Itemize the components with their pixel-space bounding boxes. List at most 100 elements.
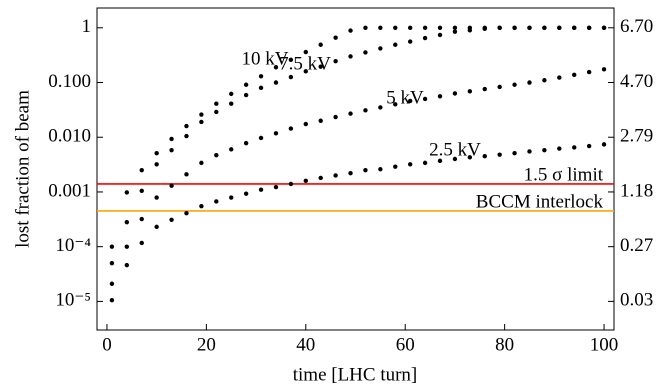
- data-point: [601, 142, 607, 147]
- data-point: [139, 216, 144, 222]
- data-point: [243, 140, 249, 146]
- data-point: [124, 244, 130, 249]
- y-tick-label: 0.001: [48, 180, 91, 201]
- series-label: 7.5 kV: [279, 53, 331, 74]
- data-point: [184, 210, 189, 216]
- data-point: [512, 82, 517, 87]
- data-point: [333, 173, 338, 178]
- data-point: [124, 262, 130, 268]
- data-point: [363, 108, 368, 113]
- data-point: [363, 167, 368, 173]
- data-point: [243, 92, 249, 98]
- threshold-label: 1.5 σ limit: [524, 164, 604, 185]
- data-point: [482, 26, 487, 31]
- data-point: [229, 101, 234, 106]
- data-point: [407, 25, 413, 30]
- data-point: [586, 143, 592, 149]
- data-point: [273, 80, 279, 85]
- data-point: [467, 155, 473, 160]
- data-point: [586, 25, 592, 30]
- data-point: [407, 162, 413, 167]
- data-point: [512, 151, 517, 156]
- data-point: [333, 59, 338, 64]
- data-point: [557, 25, 562, 30]
- data-point: [601, 67, 607, 72]
- series-label: 5 kV: [386, 87, 424, 108]
- data-point: [422, 160, 428, 166]
- data-point: [199, 160, 204, 166]
- data-point: [378, 46, 383, 51]
- data-point: [318, 118, 323, 123]
- data-point: [184, 172, 189, 177]
- data-point: [482, 86, 487, 92]
- data-point: [452, 29, 458, 34]
- data-point: [243, 82, 249, 87]
- data-point: [378, 167, 383, 172]
- data-point: [139, 188, 144, 193]
- data-point: [527, 25, 532, 30]
- series-label: 10 kV: [242, 48, 289, 69]
- data-point: [452, 156, 458, 162]
- data-point: [273, 65, 279, 70]
- data-point: [199, 112, 204, 117]
- x-tick-label: 60: [396, 334, 415, 355]
- data-point: [572, 145, 577, 150]
- data-point: [303, 49, 308, 55]
- y2-tick-label: 2.79: [620, 126, 653, 147]
- data-point: [258, 85, 264, 91]
- x-tick-label: 80: [495, 334, 514, 355]
- data-point: [288, 74, 294, 80]
- data-point: [407, 98, 413, 104]
- data-point: [422, 25, 428, 30]
- data-point: [288, 126, 294, 131]
- x-tick-label: 0: [102, 334, 112, 355]
- x-tick-label: 100: [590, 334, 619, 355]
- data-point: [169, 183, 174, 188]
- data-point: [363, 25, 368, 30]
- data-point: [572, 72, 577, 78]
- data-point: [393, 42, 398, 47]
- y-tick-label: 1: [82, 16, 92, 37]
- data-point: [229, 147, 234, 152]
- data-point: [542, 25, 547, 30]
- data-point: [467, 28, 473, 33]
- data-point: [124, 190, 130, 195]
- data-point: [109, 260, 115, 266]
- y2-tick-label: 0.03: [620, 290, 653, 311]
- data-point: [348, 171, 353, 176]
- series-label: 2.5 kV: [429, 139, 481, 160]
- data-point: [542, 147, 547, 153]
- data-point: [467, 89, 473, 94]
- y2-tick-label: 0.27: [620, 235, 653, 256]
- data-point: [258, 74, 264, 79]
- data-point: [378, 105, 383, 110]
- data-point: [214, 101, 219, 106]
- data-point: [288, 57, 294, 63]
- data-point: [601, 25, 607, 30]
- y2-tick-label: 1.18: [620, 180, 653, 201]
- data-point: [318, 42, 323, 47]
- data-point: [258, 187, 264, 192]
- data-point: [497, 152, 502, 157]
- data-point: [378, 25, 383, 30]
- data-point: [393, 25, 398, 30]
- data-point: [169, 217, 174, 222]
- data-point: [169, 136, 174, 142]
- x-tick-label: 40: [296, 334, 315, 355]
- y-tick-label: 0.100: [48, 71, 91, 92]
- data-point: [333, 35, 338, 40]
- data-point: [109, 244, 115, 249]
- y-tick-label: 10⁻⁴: [55, 235, 91, 256]
- data-point: [542, 78, 547, 83]
- data-point: [318, 64, 323, 69]
- data-point: [288, 181, 294, 187]
- data-point: [139, 240, 144, 246]
- data-point: [437, 32, 443, 38]
- data-point: [497, 25, 502, 30]
- data-point: [169, 147, 174, 153]
- x-axis-label: time [LHC turn]: [293, 364, 418, 385]
- data-point: [437, 158, 443, 164]
- data-point: [557, 75, 562, 80]
- data-point: [214, 199, 219, 204]
